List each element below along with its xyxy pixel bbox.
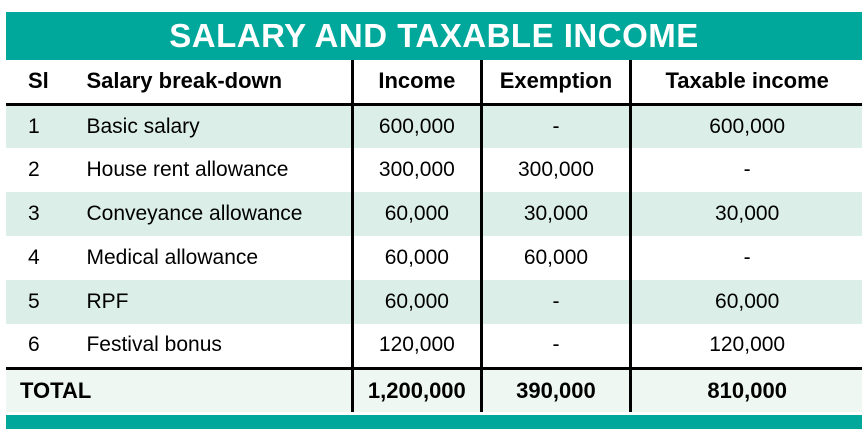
table-cell: 3 [28,202,40,225]
table-footer: TOTAL 1,200,000 390,000 810,000 [6,368,862,412]
table-row: 1 Basic salary 600,000-600,000 [6,104,862,148]
table-cell: 30,000 [629,192,862,236]
total-label: TOTAL [20,377,92,403]
table-cell: 60,000 [351,280,482,324]
table-cell: 4 [28,246,40,269]
table-cell: 1 [28,114,40,138]
column-header-salary-break-down: Salary break-down [86,68,283,94]
table-cell: 2 [28,158,40,181]
table-cell: - [479,280,631,324]
total-row: TOTAL 1,200,000 390,000 810,000 [6,368,862,412]
table-cell: 300,000 [351,148,482,192]
column-header-taxable-income: Taxable income [629,60,862,104]
table-row: 5 RPF 60,000-60,000 [6,280,862,324]
table-cell: - [479,324,631,368]
table-cell: - [629,148,862,192]
table-cell: 120,000 [629,324,862,368]
table-cell: 60,000 [629,280,862,324]
table-cell: 120,000 [351,324,482,368]
table-row: 6 Festival bonus 120,000-120,000 [6,324,862,368]
table-cell: 60,000 [351,192,482,236]
column-header-exemption: Exemption [479,60,631,104]
table-cell: Conveyance allowance [86,202,303,225]
table-cell: 5 [28,290,40,313]
table-cell: 300,000 [479,148,631,192]
table-cell: - [629,236,862,280]
table-cell: - [479,104,631,148]
table-row: 3 Conveyance allowance 60,000 30,000 30,000 [6,192,862,236]
salary-table: Sl Salary break-down Income Exemption Taxabl… [6,60,862,412]
table-cell: Medical allowance [86,246,259,269]
table-row: 2 House rent allowance 300,000 300,000- [6,148,862,192]
table-cell: 6 [28,333,40,357]
table-cell: 60,000 [351,236,482,280]
table-cell: 600,000 [629,104,862,148]
table-cell: House rent allowance [86,158,289,181]
total-taxable: 810,000 [629,368,862,412]
table-cell: Festival bonus [86,333,222,357]
total-exemption: 390,000 [479,368,631,412]
table-cell: RPF [86,290,129,313]
table-cell: 30,000 [479,192,631,236]
table-cell: 600,000 [351,104,482,148]
table-body: 1 Basic salary 600,000-600,000 2 House rent … [6,104,862,368]
table-row: 4 Medical allowance 60,000 60,000- [6,236,862,280]
column-header-sl: Sl [28,68,49,94]
total-income: 1,200,000 [351,368,482,412]
header-row: Sl Salary break-down Income Exemption Taxabl… [6,60,862,104]
table-cell: Basic salary [86,114,200,138]
bottom-bar [6,415,862,429]
page-title: SALARY AND TAXABLE INCOME [169,17,699,54]
column-header-income: Income [351,60,482,104]
table-header: Sl Salary break-down Income Exemption Taxabl… [6,60,862,104]
title-bar: SALARY AND TAXABLE INCOME [6,12,862,60]
table-cell: 60,000 [479,236,631,280]
